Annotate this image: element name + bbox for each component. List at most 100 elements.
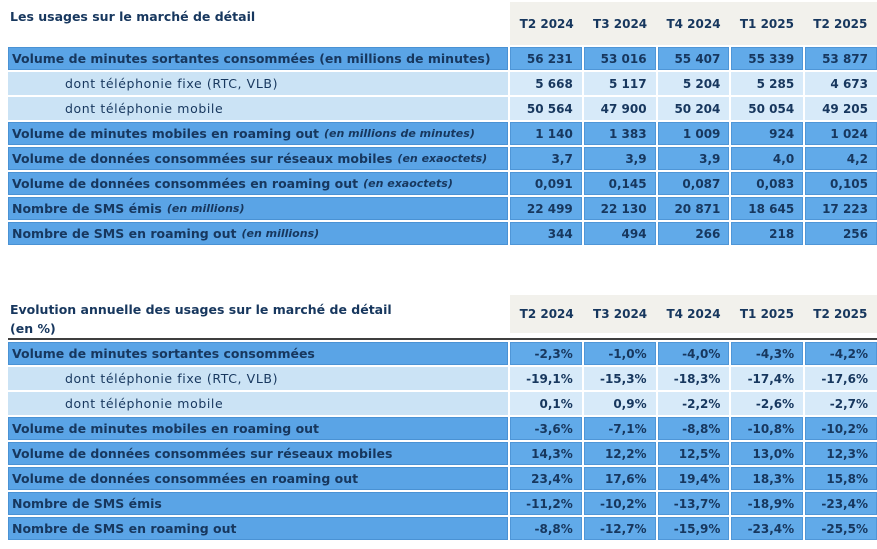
table-row: Volume de minutes sortantes consommées (… [8, 47, 877, 70]
value-cell: -7,1% [583, 417, 656, 440]
value-cell: -23,4% [805, 492, 877, 515]
row-label: Volume de minutes mobiles en roaming out [8, 417, 508, 440]
column-header: T2 2025 [813, 16, 868, 31]
column-header: T2 2024 [519, 16, 574, 31]
row-unit-label: (en millions) [241, 227, 320, 240]
row-label: dont téléphonie mobile [8, 97, 508, 120]
row-label: Volume de données consommées sur réseaux… [8, 442, 508, 465]
table-row: dont téléphonie mobile 50 564 47 900 50 204… [8, 97, 877, 120]
table-row: Volume de minutes sortantes consommées -2… [8, 342, 877, 365]
row-label-text: Volume de données consommées sur réseaux… [12, 151, 393, 166]
value-cell: 49 205 [805, 97, 877, 120]
row-label-text: Nombre de SMS émis [12, 496, 162, 511]
value-cell: 17,6% [583, 467, 656, 490]
value-cell: -1,0% [583, 342, 656, 365]
evolution-table: Evolution annuelle des usages sur le mar… [8, 295, 877, 540]
value-cell: 12,5% [657, 442, 730, 465]
value-cell: 23,4% [510, 467, 582, 490]
usage-table: Les usages sur le marché de détail T2 20… [8, 2, 877, 245]
value-cell: 0,145 [583, 172, 656, 195]
row-label: Volume de minutes mobiles en roaming out… [8, 122, 508, 145]
column-header: T4 2024 [666, 307, 721, 321]
row-label-text: Volume de minutes sortantes consommées (… [12, 51, 491, 66]
value-cell: 55 407 [657, 47, 730, 70]
value-cell: -25,5% [805, 517, 877, 540]
value-cell: -2,6% [731, 392, 804, 415]
value-cell: -18,9% [731, 492, 804, 515]
value-cell: 0,105 [805, 172, 877, 195]
value-cell: 1 009 [657, 122, 730, 145]
separator-line [8, 338, 877, 340]
value-cell: 924 [731, 122, 804, 145]
value-cell: 1 383 [583, 122, 656, 145]
row-label: dont téléphonie mobile [8, 392, 508, 415]
row-label-text: dont téléphonie fixe (RTC, VLB) [65, 371, 279, 386]
quarter-header-band: T2 2024 T3 2024 T4 2024 T1 2025 T2 2025 [510, 2, 877, 45]
value-cell: 0,091 [510, 172, 582, 195]
value-cell: 4 673 [805, 72, 877, 95]
value-cell: -10,8% [731, 417, 804, 440]
row-label: Nombre de SMS en roaming out (en millions… [8, 222, 508, 245]
table-row: Volume de minutes mobiles en roaming out… [8, 417, 877, 440]
column-header: T3 2024 [593, 16, 648, 31]
table-row: Nombre de SMS en roaming out -8,8% -12,7% -… [8, 517, 877, 540]
row-label: Nombre de SMS émis (en millions) [8, 197, 508, 220]
row-label-text: Volume de données consommées en roaming … [12, 471, 359, 486]
value-cell: 15,8% [805, 467, 877, 490]
evolution-title-line1: Evolution annuelle des usages sur le mar… [10, 302, 392, 317]
row-unit-label: (en exaoctets) [363, 177, 453, 190]
row-label-text: Nombre de SMS en roaming out [12, 226, 237, 241]
value-cell: 0,087 [657, 172, 730, 195]
value-cell: 53 877 [805, 47, 877, 70]
value-cell: 256 [805, 222, 877, 245]
value-cell: -12,7% [583, 517, 656, 540]
row-label-text: Volume de données consommées sur réseaux… [12, 446, 393, 461]
value-cell: 266 [657, 222, 730, 245]
value-cell: 1 024 [805, 122, 877, 145]
value-cell: 3,9 [657, 147, 730, 170]
row-label-text: dont téléphonie fixe (RTC, VLB) [65, 76, 279, 91]
evolution-title: Evolution annuelle des usages sur le mar… [8, 295, 508, 338]
table-row: Volume de données consommées en roaming … [8, 467, 877, 490]
value-cell: -2,7% [805, 392, 877, 415]
row-unit-label: (en millions) [166, 202, 245, 215]
row-label: Nombre de SMS émis [8, 492, 508, 515]
value-cell: 3,7 [510, 147, 582, 170]
value-cell: 22 499 [510, 197, 582, 220]
value-cell: 14,3% [510, 442, 582, 465]
table-row: dont téléphonie mobile 0,1% 0,9% -2,2% -2,6%… [8, 392, 877, 415]
value-cell: -10,2% [583, 492, 656, 515]
value-cell: -8,8% [657, 417, 730, 440]
row-label: Volume de données consommées sur réseaux… [8, 147, 508, 170]
table-row: Nombre de SMS en roaming out (en millions… [8, 222, 877, 245]
value-cell: 53 016 [583, 47, 656, 70]
table-row: Nombre de SMS émis -11,2% -10,2% -13,7% -18,… [8, 492, 877, 515]
table-row: Nombre de SMS émis (en millions) 22 499 22 … [8, 197, 877, 220]
evolution-title-line2: (en %) [10, 321, 56, 336]
value-cell: 13,0% [731, 442, 804, 465]
row-label-text: Nombre de SMS en roaming out [12, 521, 237, 536]
value-cell: -15,9% [657, 517, 730, 540]
value-cell: -4,3% [731, 342, 804, 365]
row-label-text: Volume de minutes mobiles en roaming out [12, 421, 320, 436]
usage-table-header: Les usages sur le marché de détail T2 20… [8, 2, 877, 45]
value-cell: 50 564 [510, 97, 582, 120]
row-label: Volume de minutes sortantes consommées (… [8, 47, 508, 70]
column-header: T2 2024 [519, 307, 574, 321]
value-cell: 5 117 [583, 72, 656, 95]
table-row: Volume de données consommées en roaming … [8, 172, 877, 195]
table-row: Volume de minutes mobiles en roaming out… [8, 122, 877, 145]
value-cell: 4,2 [805, 147, 877, 170]
value-cell: -4,2% [805, 342, 877, 365]
value-cell: 55 339 [731, 47, 804, 70]
row-label: dont téléphonie fixe (RTC, VLB) [8, 367, 508, 390]
value-cell: -4,0% [657, 342, 730, 365]
value-cell: 22 130 [583, 197, 656, 220]
row-label: Volume de données consommées en roaming … [8, 467, 508, 490]
row-label: Nombre de SMS en roaming out [8, 517, 508, 540]
row-label-text: dont téléphonie mobile [65, 101, 224, 116]
value-cell: 19,4% [657, 467, 730, 490]
table-row: dont téléphonie fixe (RTC, VLB) 5 668 5 11… [8, 72, 877, 95]
value-cell: 50 054 [731, 97, 804, 120]
